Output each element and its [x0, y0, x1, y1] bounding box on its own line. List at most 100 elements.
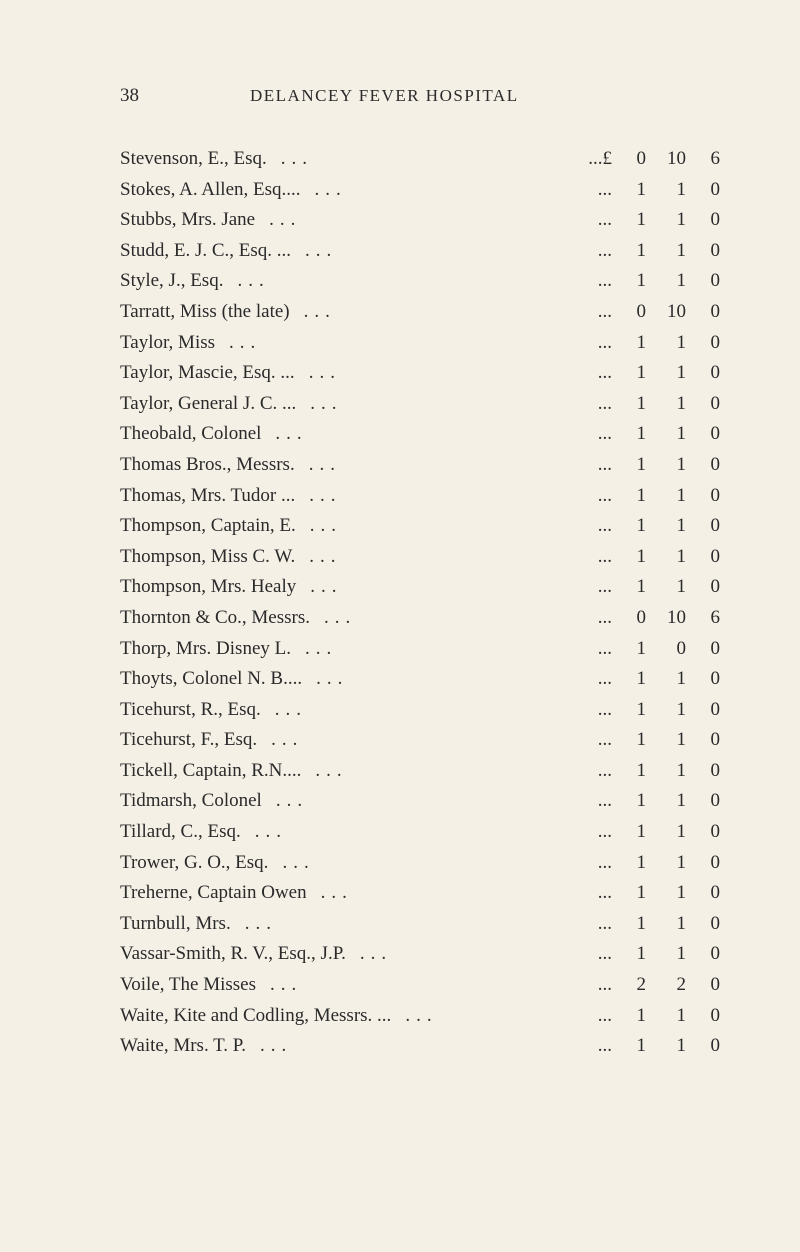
amount-shillings: 1 [646, 761, 686, 780]
amount-group: ...110 [580, 363, 720, 382]
entry-row: Stokes, A. Allen, Esq..........110 [120, 180, 720, 199]
entry-name: Thornton & Co., Messrs. [120, 608, 310, 627]
amount-shillings: 1 [646, 883, 686, 902]
amount-pounds: 1 [612, 914, 646, 933]
entry-name: Style, J., Esq. [120, 271, 223, 290]
amount-shillings: 1 [646, 669, 686, 688]
entry-name: Taylor, Miss [120, 333, 215, 352]
entry-row: Taylor, Miss......110 [120, 333, 720, 352]
entry-row: Thompson, Captain, E.......110 [120, 516, 720, 535]
currency-prefix: ... [580, 333, 612, 352]
dots-fill: ... [307, 883, 580, 902]
amount-pounds: 1 [612, 883, 646, 902]
amount-pence: 0 [686, 516, 720, 535]
amount-pounds: 0 [612, 608, 646, 627]
currency-prefix: ... [580, 180, 612, 199]
amount-shillings: 1 [646, 944, 686, 963]
amount-pence: 0 [686, 822, 720, 841]
amount-pounds: 1 [612, 210, 646, 229]
amount-pence: 0 [686, 180, 720, 199]
dots-fill: ... [241, 822, 580, 841]
amount-pence: 0 [686, 547, 720, 566]
amount-shillings: 1 [646, 914, 686, 933]
amount-group: ...110 [580, 669, 720, 688]
currency-prefix: ... [580, 975, 612, 994]
amount-shillings: 1 [646, 210, 686, 229]
amount-group: ...110 [580, 516, 720, 535]
amount-pence: 0 [686, 577, 720, 596]
entry-name: Studd, E. J. C., Esq. ... [120, 241, 291, 260]
currency-prefix: ... [580, 1036, 612, 1055]
dots-fill: ... [290, 302, 580, 321]
dots-fill: ... [255, 210, 580, 229]
entry-row: Tarratt, Miss (the late)......0100 [120, 302, 720, 321]
dots-fill: ... [296, 394, 580, 413]
dots-fill: ... [268, 853, 580, 872]
amount-shillings: 1 [646, 1036, 686, 1055]
entry-row: Thompson, Miss C. W.......110 [120, 547, 720, 566]
entry-row: Waite, Kite and Codling, Messrs. .......… [120, 1006, 720, 1025]
amount-pence: 0 [686, 210, 720, 229]
currency-prefix: ... [580, 608, 612, 627]
amount-pence: 0 [686, 241, 720, 260]
amount-pence: 0 [686, 455, 720, 474]
amount-shillings: 1 [646, 394, 686, 413]
entry-name: Turnbull, Mrs. [120, 914, 231, 933]
amount-pence: 0 [686, 333, 720, 352]
amount-pounds: 1 [612, 669, 646, 688]
currency-prefix: ... [580, 302, 612, 321]
entries-list: Stevenson, E., Esq.......£0106Stokes, A.… [120, 149, 720, 1055]
amount-pounds: 1 [612, 547, 646, 566]
currency-prefix: ... [580, 914, 612, 933]
amount-pence: 0 [686, 363, 720, 382]
amount-pence: 0 [686, 975, 720, 994]
dots-fill: ... [291, 241, 580, 260]
amount-pence: 0 [686, 1006, 720, 1025]
amount-pounds: 1 [612, 424, 646, 443]
amount-pence: 0 [686, 761, 720, 780]
dots-fill: ... [257, 730, 580, 749]
amount-pence: 0 [686, 486, 720, 505]
amount-pounds: 1 [612, 180, 646, 199]
amount-group: ...110 [580, 853, 720, 872]
currency-prefix: ... [580, 394, 612, 413]
amount-pence: 0 [686, 271, 720, 290]
entry-row: Thornton & Co., Messrs.......0106 [120, 608, 720, 627]
entry-row: Style, J., Esq.......110 [120, 271, 720, 290]
dots-fill: ... [301, 180, 580, 199]
entry-name: Thomas, Mrs. Tudor ... [120, 486, 295, 505]
dots-fill: ... [261, 424, 580, 443]
dots-fill: ... [296, 516, 580, 535]
amount-pounds: 1 [612, 271, 646, 290]
dots-fill: ... [256, 975, 580, 994]
currency-prefix: ... [580, 883, 612, 902]
amount-shillings: 1 [646, 822, 686, 841]
amount-shillings: 1 [646, 516, 686, 535]
header-title: DELANCEY FEVER HOSPITAL [250, 86, 519, 106]
amount-shillings: 1 [646, 333, 686, 352]
amount-pence: 0 [686, 730, 720, 749]
entry-name: Thomas Bros., Messrs. [120, 455, 295, 474]
entry-name: Ticehurst, R., Esq. [120, 700, 261, 719]
amount-group: ...110 [580, 210, 720, 229]
amount-pounds: 1 [612, 577, 646, 596]
amount-shillings: 2 [646, 975, 686, 994]
dots-fill: ... [302, 669, 580, 688]
amount-pence: 6 [686, 608, 720, 627]
entry-name: Waite, Kite and Codling, Messrs. ... [120, 1006, 391, 1025]
amount-group: ...110 [580, 455, 720, 474]
entry-name: Thoyts, Colonel N. B.... [120, 669, 302, 688]
currency-prefix: ... [580, 424, 612, 443]
entry-row: Stevenson, E., Esq.......£0106 [120, 149, 720, 168]
amount-pounds: 1 [612, 853, 646, 872]
amount-pence: 0 [686, 944, 720, 963]
currency-prefix: ... [580, 577, 612, 596]
header-row: 38 DELANCEY FEVER HOSPITAL [120, 85, 720, 107]
currency-prefix: ... [580, 822, 612, 841]
amount-shillings: 10 [646, 608, 686, 627]
currency-prefix: ... [580, 486, 612, 505]
dots-fill: ... [246, 1036, 580, 1055]
amount-pounds: 1 [612, 761, 646, 780]
amount-group: ...0100 [580, 302, 720, 321]
amount-group: ...£0106 [580, 149, 720, 168]
